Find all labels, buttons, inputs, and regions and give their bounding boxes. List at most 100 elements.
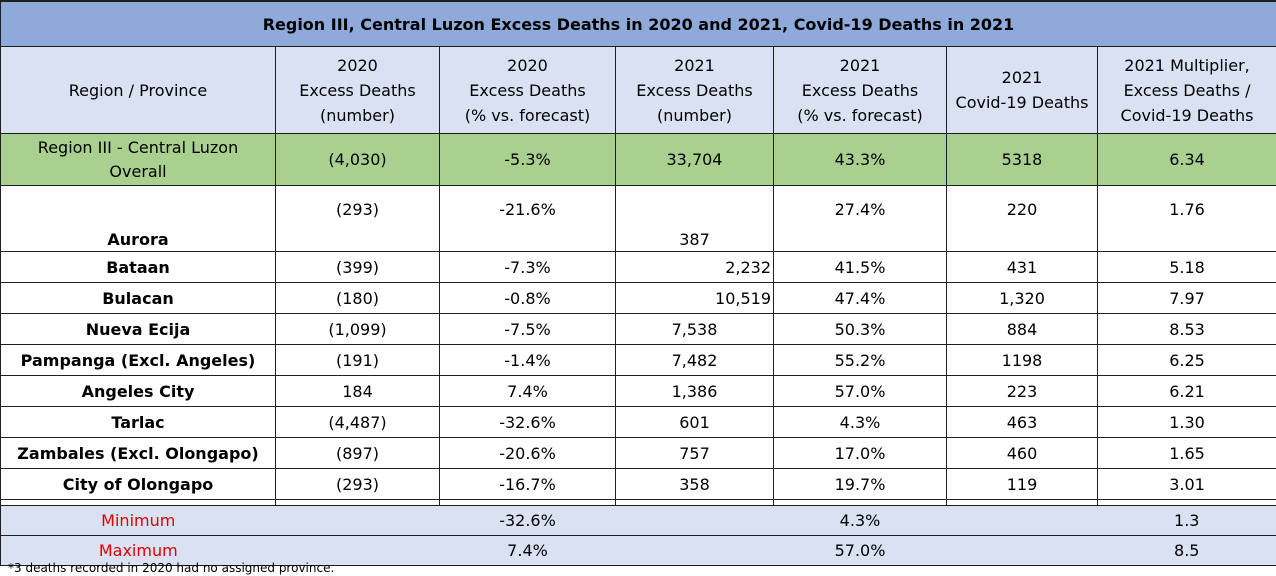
cell-2020-number: (180) xyxy=(276,283,440,314)
maximum-2020-pct: 7.4% xyxy=(440,536,616,566)
cell-2020-pct: -0.8% xyxy=(440,283,616,314)
cell-2020-number: (4,487) xyxy=(276,407,440,438)
province-name: Zambales (Excl. Olongapo) xyxy=(1,438,276,469)
cell-covid-deaths: 460 xyxy=(947,438,1098,469)
cell-multiplier: 1.65 xyxy=(1098,438,1276,469)
cell-2020-pct: 7.4% xyxy=(440,376,616,407)
cell-multiplier: 8.53 xyxy=(1098,314,1276,345)
cell-2021-number: 2,232 xyxy=(616,252,774,283)
table-row: City of Olongapo (293) -16.7% 358 19.7% … xyxy=(1,469,1276,500)
cell-2021-pct: 27.4% xyxy=(774,186,947,252)
cell-multiplier: 7.97 xyxy=(1098,283,1276,314)
maximum-empty-cell xyxy=(947,536,1098,566)
footnote: *3 deaths recorded in 2020 had no assign… xyxy=(8,560,334,576)
cell-2020-number: (897) xyxy=(276,438,440,469)
province-name: Bataan xyxy=(1,252,276,283)
province-name: City of Olongapo xyxy=(1,469,276,500)
cell-2020-number: (293) xyxy=(276,186,440,252)
overall-multiplier: 6.34 xyxy=(1098,134,1276,186)
table-row: Bataan (399) -7.3% 2,232 41.5% 431 5.18 xyxy=(1,252,1276,283)
cell-2020-number: 184 xyxy=(276,376,440,407)
table-title: Region III, Central Luzon Excess Deaths … xyxy=(1,1,1276,47)
province-name: Nueva Ecija xyxy=(1,314,276,345)
cell-2021-number: 7,538 xyxy=(616,314,774,345)
cell-2020-pct: -21.6% xyxy=(440,186,616,252)
overall-2020-pct: -5.3% xyxy=(440,134,616,186)
cell-2021-number: 10,519 xyxy=(616,283,774,314)
cell-2020-pct: -20.6% xyxy=(440,438,616,469)
cell-2021-number: 387 xyxy=(616,186,774,252)
province-name: Tarlac xyxy=(1,407,276,438)
cell-covid-deaths: 1198 xyxy=(947,345,1098,376)
cell-2020-pct: -7.5% xyxy=(440,314,616,345)
cell-2021-pct: 47.4% xyxy=(774,283,947,314)
minimum-empty-cell xyxy=(616,506,774,536)
col-header-region: Region / Province xyxy=(1,47,276,134)
cell-covid-deaths: 463 xyxy=(947,407,1098,438)
cell-2021-number: 358 xyxy=(616,469,774,500)
cell-2021-number: 757 xyxy=(616,438,774,469)
col-header-multiplier: 2021 Multiplier,Excess Deaths /Covid-19 … xyxy=(1098,47,1276,134)
cell-multiplier: 1.30 xyxy=(1098,407,1276,438)
minimum-multiplier: 1.3 xyxy=(1098,506,1276,536)
cell-covid-deaths: 220 xyxy=(947,186,1098,252)
cell-covid-deaths: 119 xyxy=(947,469,1098,500)
table-row: Tarlac (4,487) -32.6% 601 4.3% 463 1.30 xyxy=(1,407,1276,438)
minimum-row: Minimum -32.6% 4.3% 1.3 xyxy=(1,506,1276,536)
cell-multiplier: 1.76 xyxy=(1098,186,1276,252)
minimum-label: Minimum xyxy=(1,506,276,536)
cell-multiplier: 3.01 xyxy=(1098,469,1276,500)
maximum-multiplier: 8.5 xyxy=(1098,536,1276,566)
table-row: Aurora (293) -21.6% 387 27.4% 220 1.76 xyxy=(1,186,1276,252)
minimum-empty-cell xyxy=(947,506,1098,536)
cell-2021-pct: 57.0% xyxy=(774,376,947,407)
table-row: Angeles City 184 7.4% 1,386 57.0% 223 6.… xyxy=(1,376,1276,407)
province-name: Aurora xyxy=(1,186,276,252)
minimum-empty-cell xyxy=(276,506,440,536)
cell-2020-number: (293) xyxy=(276,469,440,500)
cell-2020-number: (399) xyxy=(276,252,440,283)
cell-2021-pct: 4.3% xyxy=(774,407,947,438)
cell-2021-pct: 55.2% xyxy=(774,345,947,376)
maximum-empty-cell xyxy=(616,536,774,566)
table-row: Bulacan (180) -0.8% 10,519 47.4% 1,320 7… xyxy=(1,283,1276,314)
cell-covid-deaths: 223 xyxy=(947,376,1098,407)
cell-2020-number: (1,099) xyxy=(276,314,440,345)
maximum-2021-pct: 57.0% xyxy=(774,536,947,566)
province-name: Angeles City xyxy=(1,376,276,407)
minimum-2021-pct: 4.3% xyxy=(774,506,947,536)
cell-covid-deaths: 431 xyxy=(947,252,1098,283)
cell-2020-pct: -1.4% xyxy=(440,345,616,376)
cell-covid-deaths: 1,320 xyxy=(947,283,1098,314)
province-name: Pampanga (Excl. Angeles) xyxy=(1,345,276,376)
table-row: Nueva Ecija (1,099) -7.5% 7,538 50.3% 88… xyxy=(1,314,1276,345)
cell-2021-pct: 50.3% xyxy=(774,314,947,345)
overall-2021-number: 33,704 xyxy=(616,134,774,186)
overall-2021-pct: 43.3% xyxy=(774,134,947,186)
cell-covid-deaths: 884 xyxy=(947,314,1098,345)
overall-2020-number: (4,030) xyxy=(276,134,440,186)
cell-2021-pct: 19.7% xyxy=(774,469,947,500)
cell-2021-pct: 41.5% xyxy=(774,252,947,283)
cell-2021-number: 1,386 xyxy=(616,376,774,407)
cell-multiplier: 6.21 xyxy=(1098,376,1276,407)
overall-covid-deaths: 5318 xyxy=(947,134,1098,186)
cell-multiplier: 5.18 xyxy=(1098,252,1276,283)
cell-2021-number: 7,482 xyxy=(616,345,774,376)
table-row: Pampanga (Excl. Angeles) (191) -1.4% 7,4… xyxy=(1,345,1276,376)
cell-2020-pct: -32.6% xyxy=(440,407,616,438)
table-row: Zambales (Excl. Olongapo) (897) -20.6% 7… xyxy=(1,438,1276,469)
cell-2020-pct: -7.3% xyxy=(440,252,616,283)
cell-2020-number: (191) xyxy=(276,345,440,376)
province-name: Bulacan xyxy=(1,283,276,314)
cell-2021-pct: 17.0% xyxy=(774,438,947,469)
